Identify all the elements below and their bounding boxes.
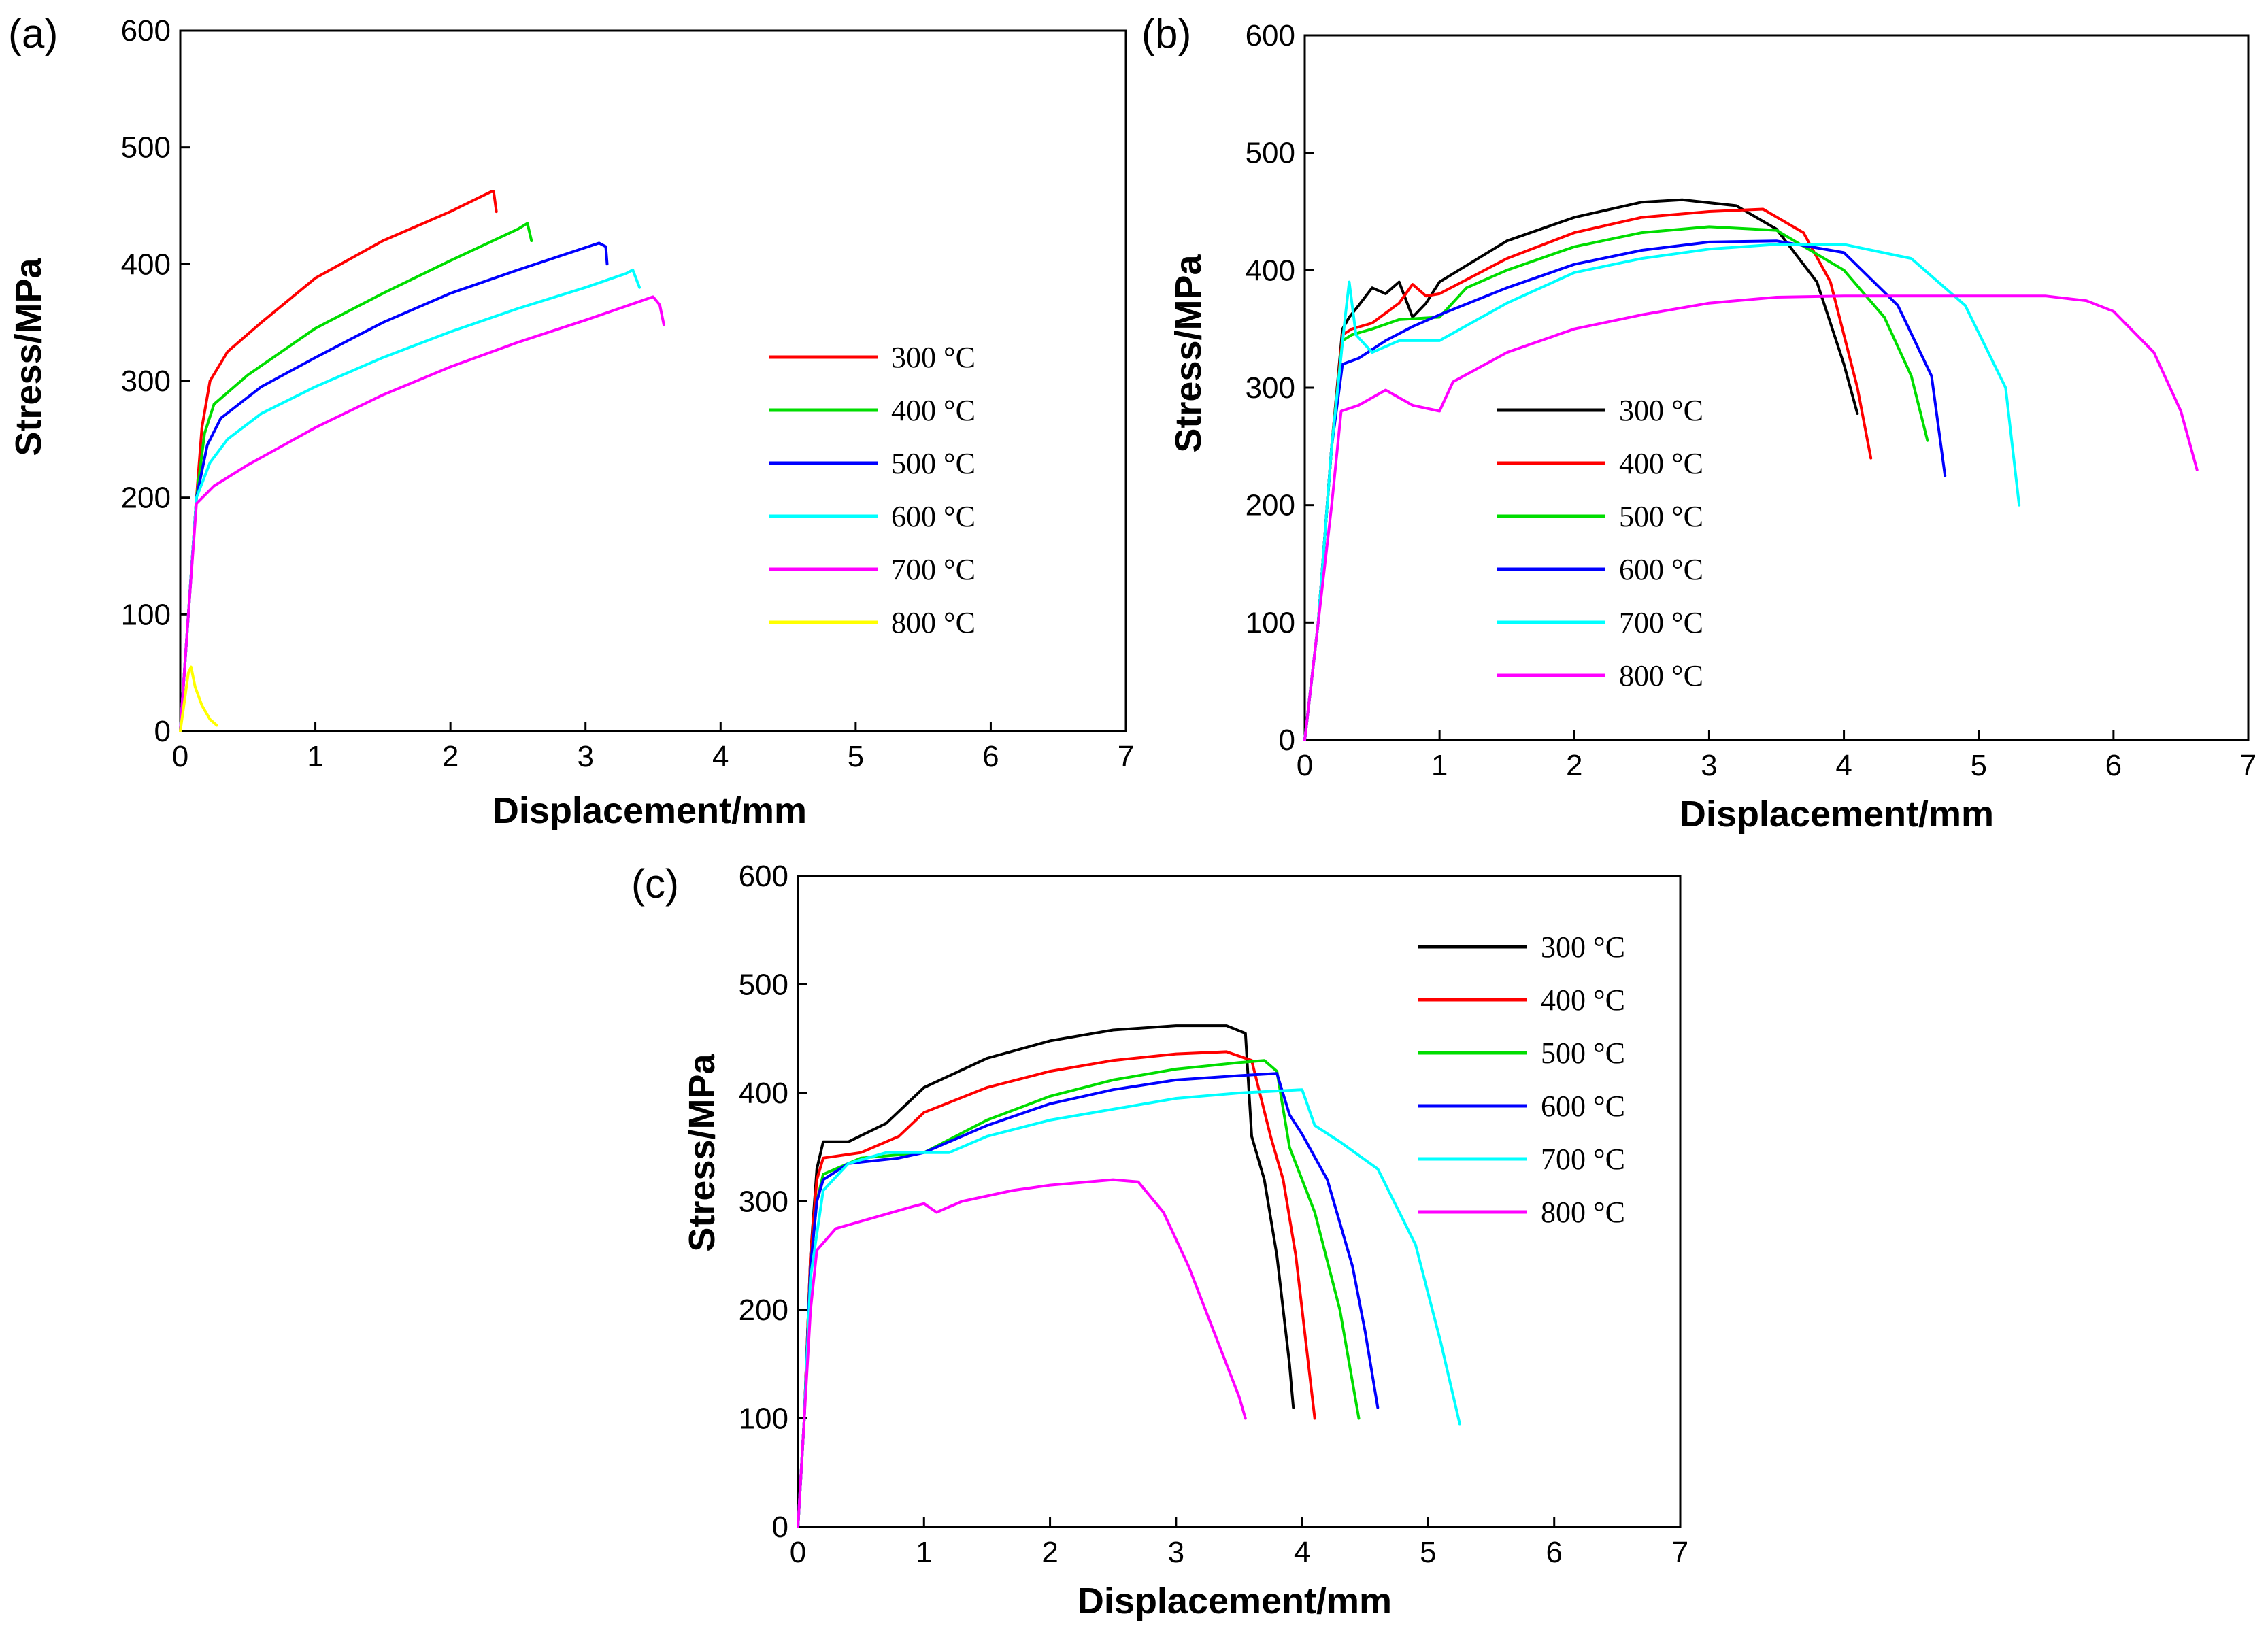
panel-b-ylabel: Stress/MPa	[1168, 254, 1209, 452]
panel-c: (c) Displacement/mm Stress/MPa 0 1 2 3 4 5 6 70…	[631, 860, 1688, 1621]
panel-b-legend-label-0: 300 °C	[1619, 394, 1703, 427]
panel-a-xtick-label-6: 6	[982, 740, 999, 773]
panel-a-legend-label-4: 700 °C	[891, 553, 975, 586]
panel-b-legend-label-1: 400 °C	[1619, 447, 1703, 480]
panel-b-xtick-label-2: 2	[1566, 749, 1582, 782]
panel-a-xtick-label-7: 7	[1118, 740, 1134, 773]
panel-c-ytick-label-3: 300	[739, 1185, 788, 1219]
panel-c-legend-label-1: 400 °C	[1541, 983, 1625, 1017]
panel-b: (b) Displacement/mm Stress/MPa 0 1 2 3 4 5 6 70…	[1141, 11, 2256, 835]
panel-a-legend-label-2: 500 °C	[891, 447, 975, 480]
panel-b-xtick-label-7: 7	[2240, 749, 2256, 782]
panel-a-series-line-3	[179, 268, 641, 732]
panel-c-xtick-label-5: 5	[1420, 1536, 1436, 1569]
panel-c-ytick-label-2: 200	[739, 1294, 788, 1327]
panel-a: (a) Displacement/mm Stress/MPa 0 1 2 3 4 5 6 70…	[8, 11, 1134, 831]
panel-a-ytick-label-6: 600	[121, 14, 171, 48]
panel-c-xlabel: Displacement/mm	[1078, 1581, 1392, 1621]
panel-b-ytick-label-4: 400	[1246, 254, 1295, 287]
panel-a-legend-label-0: 300 °C	[891, 341, 975, 374]
panel-c-ytick-label-5: 500	[739, 968, 788, 1002]
panel-c-legend-label-0: 300 °C	[1541, 930, 1625, 964]
panel-b-series-line-4	[1303, 243, 2021, 741]
panel-c-series-line-3	[797, 1072, 1380, 1528]
panel-b-xtick-label-1: 1	[1431, 749, 1448, 782]
panel-b-xtick-label-6: 6	[2105, 749, 2122, 782]
panel-a-series-line-2	[179, 241, 609, 732]
panel-c-legend-label-2: 500 °C	[1541, 1036, 1625, 1070]
panel-b-xtick-label-4: 4	[1835, 749, 1852, 782]
panel-b-letter: (b)	[1141, 11, 1191, 56]
panel-b-ytick-label-5: 500	[1246, 137, 1295, 170]
panel-c-legend-label-5: 800 °C	[1541, 1196, 1625, 1229]
panel-b-ytick-label-2: 200	[1246, 489, 1295, 522]
panel-b-ytick-label-3: 300	[1246, 371, 1295, 405]
panel-b-ytick-label-0: 0	[1279, 724, 1295, 757]
panel-c-ylabel: Stress/MPa	[682, 1053, 722, 1251]
panel-b-xtick-label-0: 0	[1297, 749, 1313, 782]
panel-c-ytick-label-0: 0	[772, 1511, 788, 1544]
panel-a-ytick-label-1: 100	[121, 598, 171, 631]
panel-c-series-line-0	[797, 1024, 1295, 1528]
panel-c-series-line-4	[797, 1088, 1461, 1528]
panel-a-ytick-label-0: 0	[154, 715, 171, 748]
panel-a-series-line-0	[179, 190, 498, 732]
panel-c-ytick-label-1: 100	[739, 1402, 788, 1436]
panel-a-legend-label-5: 800 °C	[891, 606, 975, 639]
panel-c-series-line-5	[797, 1178, 1247, 1528]
panel-c-letter: (c)	[631, 861, 679, 907]
panel-b-ytick-label-1: 100	[1246, 606, 1295, 639]
panel-a-xtick-label-0: 0	[172, 740, 188, 773]
panel-a-xtick-label-1: 1	[307, 740, 323, 773]
panel-c-series-line-2	[797, 1059, 1361, 1528]
panel-a-ytick-label-4: 400	[121, 248, 171, 281]
panel-c-xtick-label-7: 7	[1672, 1536, 1688, 1569]
panel-c-xtick-label-1: 1	[916, 1536, 932, 1569]
panel-a-letter: (a)	[8, 11, 58, 56]
panel-a-xtick-label-4: 4	[712, 740, 729, 773]
panel-b-series-line-5	[1303, 294, 2199, 741]
panel-c-legend-label-4: 700 °C	[1541, 1143, 1625, 1176]
panel-b-xlabel: Displacement/mm	[1680, 794, 1994, 835]
panel-a-xtick-label-3: 3	[577, 740, 593, 773]
panel-b-xtick-label-3: 3	[1701, 749, 1717, 782]
panel-a-series-line-1	[179, 222, 533, 732]
panel-b-xtick-label-5: 5	[1970, 749, 1986, 782]
panel-a-legend-label-1: 400 °C	[891, 394, 975, 427]
panel-a-series-line-4	[179, 295, 665, 732]
panel-b-legend-label-3: 600 °C	[1619, 553, 1703, 586]
panel-a-ylabel: Stress/MPa	[8, 257, 49, 456]
panel-b-ytick-label-6: 600	[1246, 19, 1295, 52]
panel-a-xtick-label-2: 2	[442, 740, 458, 773]
panel-c-xtick-label-0: 0	[790, 1536, 806, 1569]
panel-a-legend-label-3: 600 °C	[891, 500, 975, 533]
panel-c-xtick-label-4: 4	[1294, 1536, 1310, 1569]
panel-c-xtick-label-3: 3	[1168, 1536, 1184, 1569]
panel-a-ytick-label-5: 500	[121, 131, 171, 165]
panel-b-legend-label-5: 800 °C	[1619, 659, 1703, 692]
panel-b-legend-label-4: 700 °C	[1619, 606, 1703, 639]
panel-c-ytick-label-6: 600	[739, 860, 788, 893]
panel-a-series-line-5	[179, 665, 218, 732]
panel-b-series-line-3	[1303, 239, 1947, 741]
panel-b-legend-label-2: 500 °C	[1619, 500, 1703, 533]
panel-b-frame	[1303, 34, 2250, 741]
panel-c-ytick-label-4: 400	[739, 1077, 788, 1110]
panel-a-ytick-label-3: 300	[121, 365, 171, 398]
panel-c-xtick-label-6: 6	[1546, 1536, 1562, 1569]
panel-a-xtick-label-5: 5	[848, 740, 864, 773]
panel-a-xlabel: Displacement/mm	[493, 790, 807, 831]
panel-c-series-line-1	[797, 1050, 1316, 1528]
panel-c-xtick-label-2: 2	[1041, 1536, 1058, 1569]
panel-b-series-line-0	[1303, 198, 1859, 741]
panel-c-legend-label-3: 600 °C	[1541, 1090, 1625, 1123]
panel-a-frame	[179, 29, 1127, 732]
panel-a-ytick-label-2: 200	[121, 482, 171, 515]
